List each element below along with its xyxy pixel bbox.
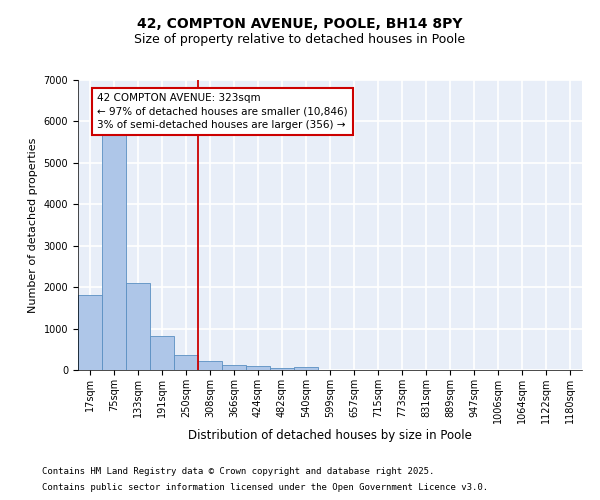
Bar	[198, 362, 222, 370]
Bar	[246, 366, 270, 370]
X-axis label: Distribution of detached houses by size in Poole: Distribution of detached houses by size …	[188, 428, 472, 442]
Bar	[294, 367, 318, 370]
Bar	[174, 354, 198, 370]
Text: 42 COMPTON AVENUE: 323sqm
← 97% of detached houses are smaller (10,846)
3% of se: 42 COMPTON AVENUE: 323sqm ← 97% of detac…	[97, 94, 348, 130]
Text: Size of property relative to detached houses in Poole: Size of property relative to detached ho…	[134, 32, 466, 46]
Bar	[78, 296, 102, 370]
Bar	[102, 130, 126, 370]
Y-axis label: Number of detached properties: Number of detached properties	[28, 138, 38, 312]
Text: 42, COMPTON AVENUE, POOLE, BH14 8PY: 42, COMPTON AVENUE, POOLE, BH14 8PY	[137, 18, 463, 32]
Bar	[270, 368, 294, 370]
Bar	[222, 364, 246, 370]
Bar	[150, 336, 174, 370]
Text: Contains HM Land Registry data © Crown copyright and database right 2025.: Contains HM Land Registry data © Crown c…	[42, 467, 434, 476]
Bar	[126, 283, 150, 370]
Text: Contains public sector information licensed under the Open Government Licence v3: Contains public sector information licen…	[42, 484, 488, 492]
